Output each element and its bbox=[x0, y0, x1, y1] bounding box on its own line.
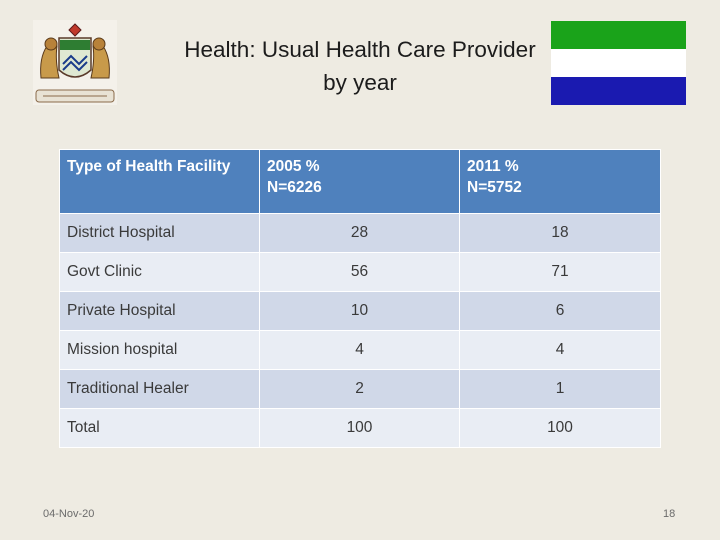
header-2005-sample: N=6226 bbox=[267, 179, 322, 196]
sierra-leone-flag bbox=[551, 21, 686, 105]
value-2011-cell: 6 bbox=[459, 291, 661, 331]
value-2011-cell: 4 bbox=[459, 330, 661, 370]
slide-title: Health: Usual Health Care Provider by ye… bbox=[150, 33, 570, 99]
header-facility-type-label: Type of Health Facility bbox=[67, 158, 231, 175]
header-2005: 2005 % N=6226 bbox=[259, 149, 460, 214]
table-row: District Hospital 28 18 bbox=[59, 213, 661, 253]
value-2005-cell: 56 bbox=[259, 252, 460, 292]
header-facility-type: Type of Health Facility bbox=[59, 149, 260, 214]
value-2011-cell: 18 bbox=[459, 213, 661, 253]
value-2011-cell: 1 bbox=[459, 369, 661, 409]
facility-cell: Mission hospital bbox=[59, 330, 260, 370]
flag-band-bottom bbox=[551, 77, 686, 105]
value-2011-cell: 71 bbox=[459, 252, 661, 292]
footer-date: 04-Nov-20 bbox=[43, 508, 95, 520]
facility-cell: District Hospital bbox=[59, 213, 260, 253]
coat-of-arms-emblem bbox=[33, 20, 117, 105]
flag-band-middle bbox=[551, 49, 686, 77]
value-2005-cell: 2 bbox=[259, 369, 460, 409]
table-row: Traditional Healer 2 1 bbox=[59, 369, 661, 409]
header-2011-sample: N=5752 bbox=[467, 179, 522, 196]
page-number: 18 bbox=[663, 508, 676, 520]
value-2005-cell: 100 bbox=[259, 408, 460, 448]
health-provider-table: Type of Health Facility 2005 % N=6226 20… bbox=[59, 149, 661, 448]
facility-cell: Total bbox=[59, 408, 260, 448]
table-row: Private Hospital 10 6 bbox=[59, 291, 661, 331]
value-2005-cell: 28 bbox=[259, 213, 460, 253]
header-2011-label: 2011 % bbox=[467, 158, 519, 175]
slide-title-line-1: Health: Usual Health Care Provider bbox=[184, 37, 536, 62]
table-row: Govt Clinic 56 71 bbox=[59, 252, 661, 292]
value-2005-cell: 10 bbox=[259, 291, 460, 331]
table-row-total: Total 100 100 bbox=[59, 408, 661, 448]
facility-cell: Private Hospital bbox=[59, 291, 260, 331]
header-2011: 2011 % N=5752 bbox=[459, 149, 661, 214]
table-header-row: Type of Health Facility 2005 % N=6226 20… bbox=[59, 149, 661, 214]
flag-band-top bbox=[551, 21, 686, 49]
header-2005-label: 2005 % bbox=[267, 158, 320, 175]
value-2005-cell: 4 bbox=[259, 330, 460, 370]
table-row: Mission hospital 4 4 bbox=[59, 330, 661, 370]
facility-cell: Govt Clinic bbox=[59, 252, 260, 292]
facility-cell: Traditional Healer bbox=[59, 369, 260, 409]
value-2011-cell: 100 bbox=[459, 408, 661, 448]
slide-title-line-2: by year bbox=[323, 70, 397, 95]
